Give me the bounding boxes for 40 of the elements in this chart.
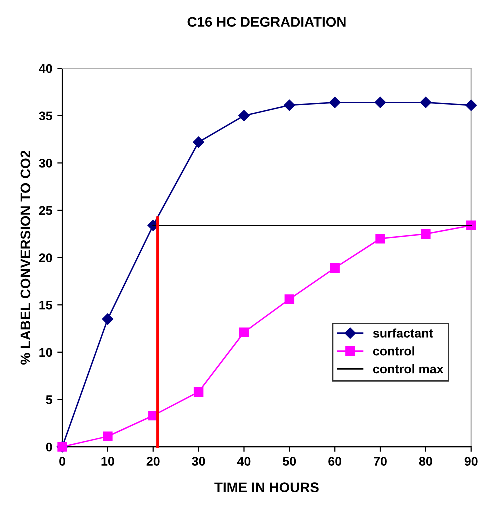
x-axis-title: TIME IN HOURS	[214, 482, 319, 493]
point	[193, 136, 204, 148]
point	[330, 263, 340, 274]
point	[284, 100, 296, 112]
point	[466, 100, 477, 112]
point	[376, 234, 386, 244]
point	[102, 314, 114, 325]
x-tick-label: 0	[60, 457, 66, 466]
x-tick-label: 90	[464, 457, 478, 466]
point	[420, 97, 432, 108]
point	[284, 294, 295, 304]
x-tick-label: 30	[192, 457, 206, 466]
x-tick-label: 50	[283, 457, 296, 466]
y-axis-title: % LABEL CONVERSION TO CO2	[20, 150, 31, 365]
point	[194, 387, 204, 398]
x-tick-label: 20	[146, 457, 160, 466]
x-tick-label: 60	[328, 457, 342, 466]
legend-label: control	[373, 346, 414, 356]
legend-label: control max	[373, 364, 444, 374]
x-tick-label: 10	[102, 457, 114, 466]
point	[239, 328, 250, 338]
y-tick-label: 5	[46, 396, 52, 404]
y-tick-label: 25	[39, 206, 52, 216]
x-tick-label: 80	[419, 457, 432, 466]
y-tick-label: 20	[39, 254, 52, 262]
y-tick-label: 40	[39, 64, 52, 74]
legend-label: surfactant	[373, 328, 434, 338]
x-tick-label: 70	[374, 457, 387, 466]
point	[238, 110, 250, 122]
y-tick-label: 10	[40, 348, 52, 358]
point	[374, 97, 386, 108]
chart-title: C16 HC DEGRADIATION	[188, 17, 346, 28]
x-tick-label: 40	[237, 457, 251, 466]
y-tick-label: 15	[40, 301, 52, 310]
point	[329, 97, 341, 108]
point	[421, 229, 431, 240]
y-tick-label: 0	[46, 442, 52, 452]
y-tick-label: 35	[39, 112, 52, 121]
y-tick-label: 30	[39, 158, 52, 168]
point	[103, 432, 113, 442]
